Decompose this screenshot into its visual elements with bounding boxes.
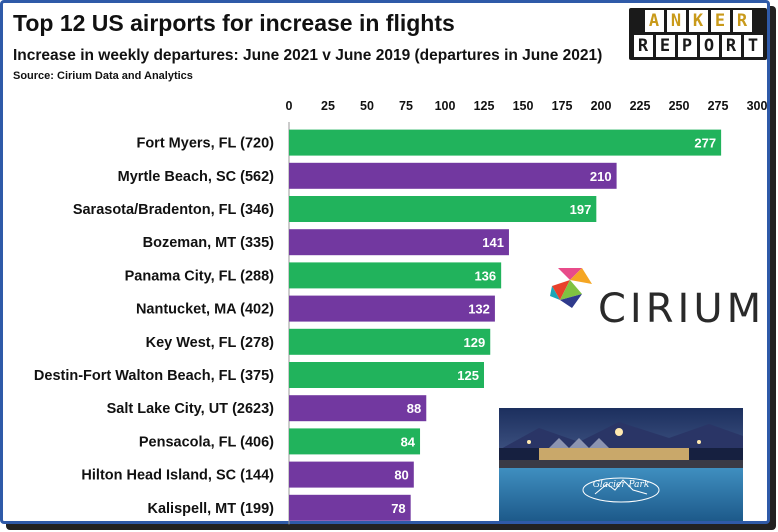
logo-letter: E xyxy=(710,10,730,32)
data-label: 136 xyxy=(474,268,496,283)
glacier-park-airport-photo: Glacier Park xyxy=(499,408,743,521)
bar xyxy=(289,362,484,388)
logo-letter: R xyxy=(732,10,752,32)
category-label: Nantucket, MA (402) xyxy=(136,302,274,318)
data-label: 210 xyxy=(590,169,612,184)
bar xyxy=(289,229,509,256)
x-tick-label: 275 xyxy=(708,99,729,113)
category-label: Fort Myers, FL (720) xyxy=(136,136,274,152)
logo-line-1: A N K E R xyxy=(629,10,767,34)
chart-source: Source: Cirium Data and Analytics xyxy=(13,70,193,82)
x-tick-label: 50 xyxy=(360,99,374,113)
logo-letter: P xyxy=(677,35,697,57)
data-label: 88 xyxy=(407,401,421,416)
photo-caption: Glacier Park xyxy=(592,480,650,490)
logo-letter: O xyxy=(699,35,719,57)
x-tick-label: 125 xyxy=(474,99,495,113)
chart-subtitle: Increase in weekly departures: June 2021… xyxy=(13,47,603,64)
category-label: Destin-Fort Walton Beach, FL (375) xyxy=(34,368,274,384)
data-label: 125 xyxy=(457,368,479,383)
bar xyxy=(289,129,722,156)
bar xyxy=(289,262,502,289)
category-label: Sarasota/Bradenton, FL (346) xyxy=(73,202,274,218)
data-label: 129 xyxy=(464,335,486,350)
logo-letter: R xyxy=(721,35,741,57)
logo-letter: A xyxy=(644,10,664,32)
data-label: 197 xyxy=(570,202,592,217)
chart-title: Top 12 US airports for increase in fligh… xyxy=(13,10,455,36)
category-label: Bozeman, MT (335) xyxy=(143,235,274,251)
category-label: Hilton Head Island, SC (144) xyxy=(81,468,274,484)
bar xyxy=(289,295,495,322)
x-tick-label: 300 xyxy=(747,99,768,113)
x-tick-label: 250 xyxy=(669,99,690,113)
category-label: Kalispell, MT (199) xyxy=(147,501,274,517)
x-tick-label: 75 xyxy=(399,99,413,113)
bar xyxy=(289,461,414,488)
x-tick-label: 225 xyxy=(630,99,651,113)
bar xyxy=(289,494,411,521)
x-tick-label: 150 xyxy=(513,99,534,113)
cirium-wordmark: CIRIUM xyxy=(598,286,766,332)
data-label: 84 xyxy=(401,434,416,449)
logo-letter: N xyxy=(666,10,686,32)
category-label: Myrtle Beach, SC (562) xyxy=(118,169,275,185)
bar xyxy=(289,196,597,222)
logo-letter: K xyxy=(688,10,708,32)
x-tick-label: 25 xyxy=(321,99,335,113)
category-label: Salt Lake City, UT (2623) xyxy=(107,401,275,417)
anker-report-logo: A N K E R R E P O R T xyxy=(629,8,767,60)
logo-letter: E xyxy=(655,35,675,57)
logo-line-2: R E P O R T xyxy=(629,35,767,59)
data-label: 78 xyxy=(391,501,405,516)
cirium-logo-icon xyxy=(550,268,592,308)
x-tick-label: 100 xyxy=(435,99,456,113)
bar xyxy=(289,328,491,355)
category-label: Key West, FL (278) xyxy=(146,335,275,351)
data-label: 132 xyxy=(468,302,490,317)
logo-letter: T xyxy=(743,35,763,57)
bar xyxy=(289,428,421,455)
bar xyxy=(289,395,427,422)
logo-letter: R xyxy=(633,35,653,57)
bar xyxy=(289,162,617,189)
data-label: 80 xyxy=(394,468,408,483)
x-tick-label: 200 xyxy=(591,99,612,113)
data-label: 277 xyxy=(694,136,716,151)
x-tick-label: 175 xyxy=(552,99,573,113)
data-label: 141 xyxy=(482,235,504,250)
category-label: Pensacola, FL (406) xyxy=(139,434,274,450)
category-label: Panama City, FL (288) xyxy=(125,268,275,284)
x-tick-label: 0 xyxy=(286,99,293,113)
